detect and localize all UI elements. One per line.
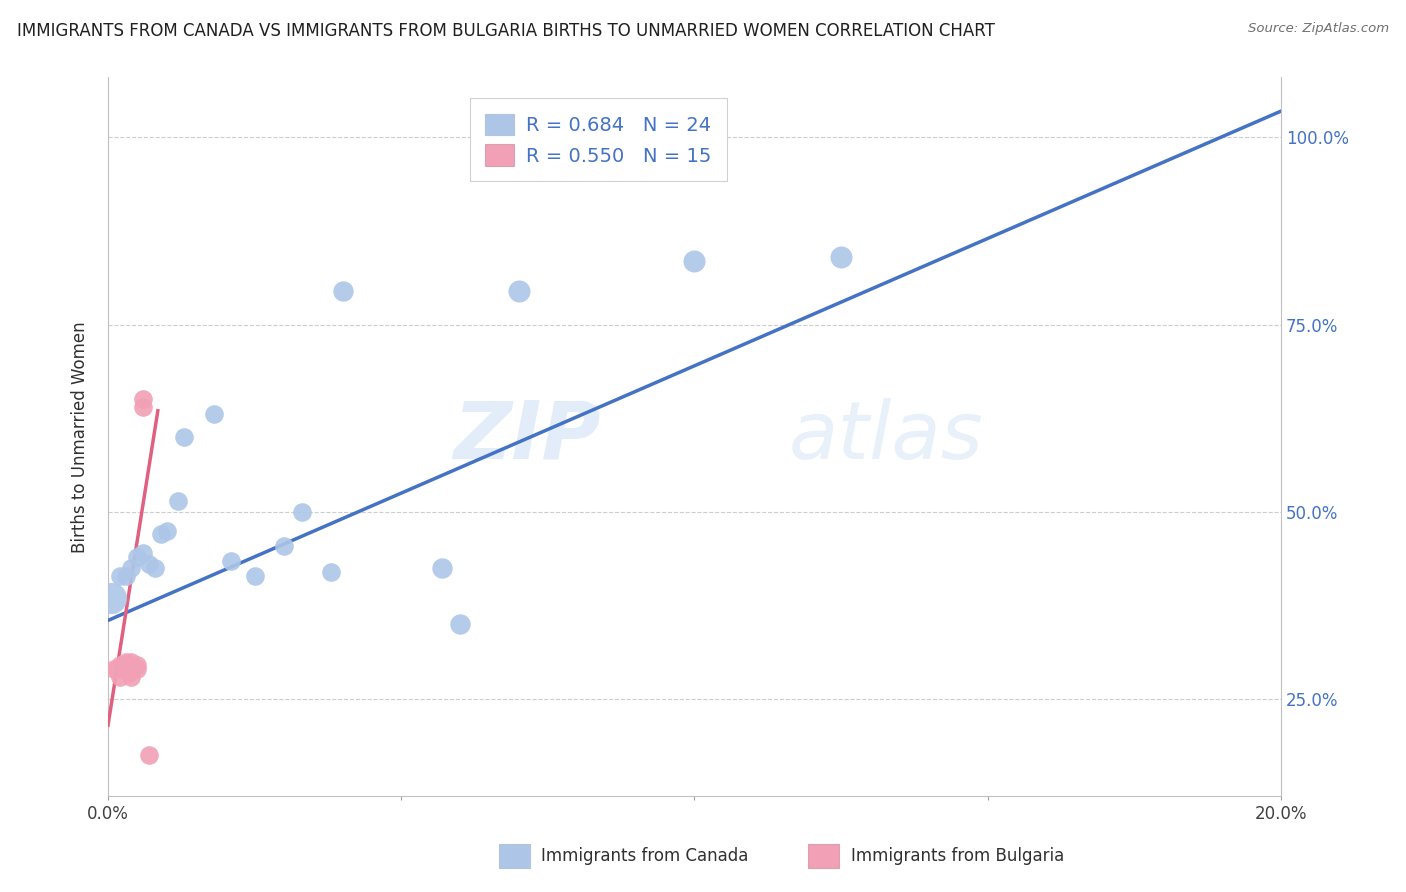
Y-axis label: Births to Unmarried Women: Births to Unmarried Women (72, 321, 89, 553)
Point (100, 591, 122, 605)
Point (114, 658, 136, 673)
Text: Immigrants from Canada: Immigrants from Canada (541, 847, 748, 865)
Point (114, 655, 136, 669)
Point (143, 561, 166, 575)
Point (830, 250, 852, 264)
Point (319, 565, 342, 579)
Point (683, 254, 706, 268)
Point (432, 561, 454, 575)
Point (103, 662, 125, 676)
Point (202, 408, 225, 422)
Point (120, 561, 142, 575)
Text: Source: ZipAtlas.com: Source: ZipAtlas.com (1249, 22, 1389, 36)
Text: Immigrants from Bulgaria: Immigrants from Bulgaria (851, 847, 1064, 865)
Point (108, 568, 131, 582)
Point (156, 524, 179, 538)
Point (138, 748, 160, 763)
Point (132, 546, 155, 560)
Point (117, 665, 139, 680)
Point (243, 568, 266, 582)
Point (508, 284, 530, 298)
Point (149, 527, 172, 541)
Point (332, 284, 354, 298)
Text: atlas: atlas (789, 398, 983, 476)
Point (449, 617, 471, 632)
Point (290, 505, 312, 519)
Point (120, 670, 142, 684)
Legend: R = 0.684   N = 24, R = 0.550   N = 15: R = 0.684 N = 24, R = 0.550 N = 15 (470, 98, 727, 181)
Point (108, 670, 131, 684)
Point (127, 658, 149, 673)
Point (127, 549, 149, 564)
Point (138, 558, 160, 572)
Bar (808, 844, 839, 868)
Point (105, 662, 128, 676)
Text: ZIP: ZIP (453, 398, 600, 476)
Point (114, 568, 136, 582)
Point (127, 662, 149, 676)
Point (219, 553, 242, 567)
Text: IMMIGRANTS FROM CANADA VS IMMIGRANTS FROM BULGARIA BIRTHS TO UNMARRIED WOMEN COR: IMMIGRANTS FROM CANADA VS IMMIGRANTS FRO… (17, 22, 995, 40)
Point (120, 655, 142, 669)
Point (108, 658, 131, 673)
Point (167, 493, 190, 508)
Point (108, 662, 131, 676)
Point (132, 400, 155, 414)
Point (132, 392, 155, 407)
Point (173, 430, 195, 444)
Point (273, 539, 295, 553)
Bar (499, 844, 530, 868)
